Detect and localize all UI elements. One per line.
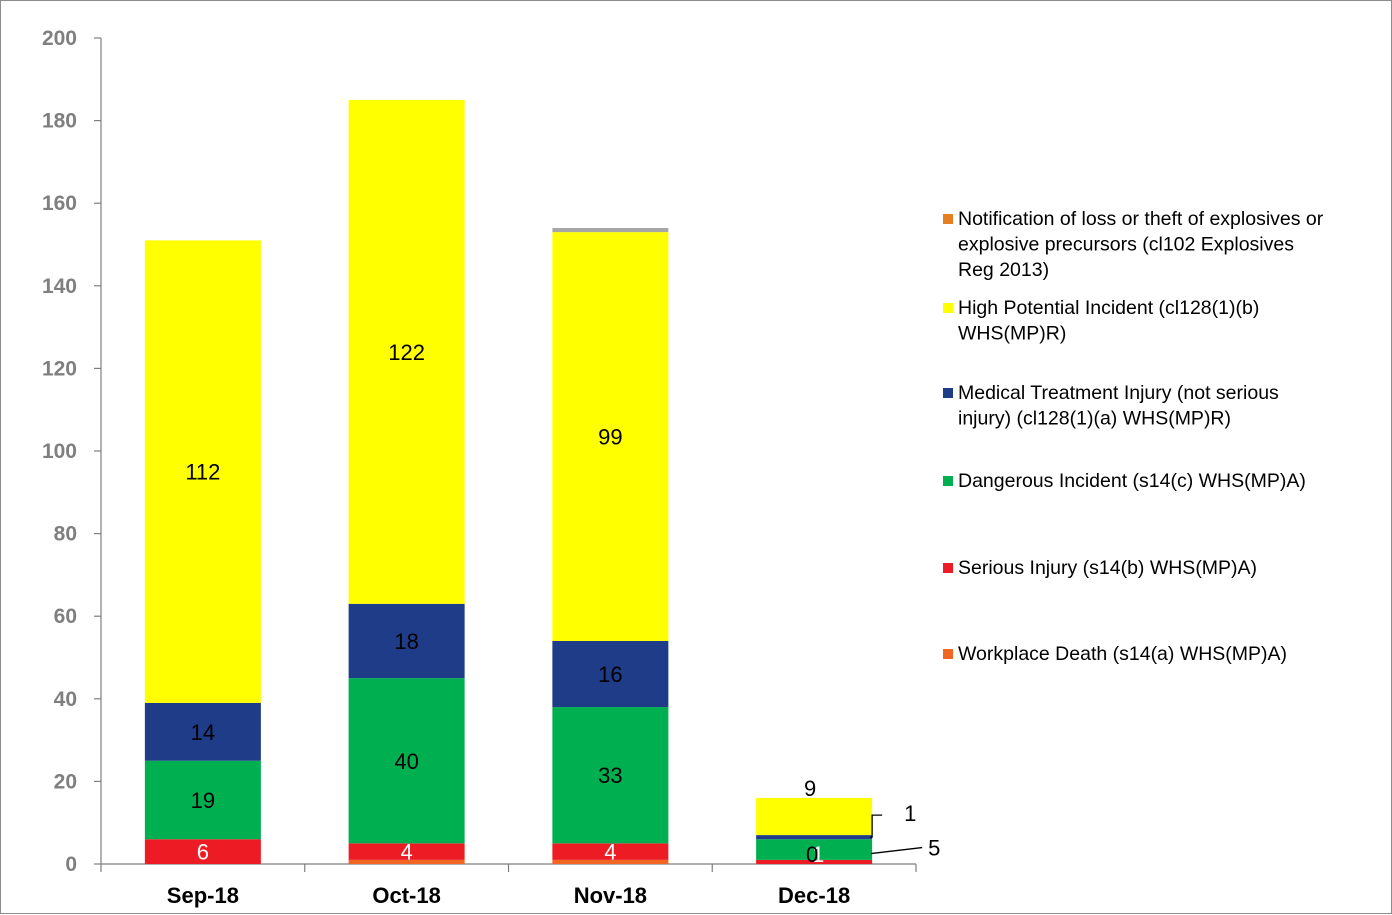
legend-swatch [943,476,953,486]
legend-label: explosive precursors (cl102 Explosives [958,234,1294,256]
y-tick-label: 20 [54,770,77,793]
data-label: 5 [928,836,940,861]
data-label: 6 [197,840,209,865]
data-label: 1 [904,801,916,826]
bar-segment [144,702,261,761]
x-category-label: Oct-18 [372,883,440,908]
y-tick-label: 80 [54,523,77,546]
data-label: 4 [604,840,616,865]
legend-label: WHS(MP)R) [958,323,1066,345]
bar-segment [552,640,669,708]
legend-label: Reg 2013) [958,259,1049,281]
legend-label: Workplace Death (s14(a) WHS(MP)A) [958,643,1287,665]
x-category-label: Dec-18 [778,883,850,908]
y-tick-label: 60 [54,605,77,628]
bar-segment [756,835,873,840]
bar-segment [552,843,669,860]
y-tick-label: 120 [42,357,77,380]
bar-segment [756,797,873,836]
data-label: 122 [388,340,425,365]
legend-swatch [943,388,953,398]
legend-label: Notification of loss or theft of explosi… [958,208,1324,230]
bar-segment [348,859,465,864]
bar-segment [552,227,669,233]
bar-segment [348,843,465,860]
bar-segment [348,603,465,679]
y-tick-label: 200 [42,27,77,50]
data-label: 33 [598,763,622,788]
y-tick-label: 40 [54,688,77,711]
bar-segment [348,99,465,604]
legend-swatch [943,303,953,313]
bar-segment [552,859,669,864]
x-category-label: Nov-18 [574,883,647,908]
bar-segment [756,839,873,860]
y-tick-label: 100 [42,440,77,463]
bar-segment [348,678,465,844]
y-tick-label: 180 [42,110,77,133]
data-label: 99 [598,425,622,450]
bar-segment [144,839,261,864]
bar-segment [756,859,873,864]
data-label: 18 [394,629,418,654]
legend-label: High Potential Incident (cl128(1)(b) [958,297,1259,319]
legend-swatch [943,649,953,659]
data-label: 9 [804,776,816,801]
legend-swatch [943,214,953,224]
x-category-label: Sep-18 [167,883,239,908]
y-tick-label: 140 [42,275,77,298]
bar-segment [552,707,669,844]
data-label: 14 [191,720,215,745]
legend-label: injury) (cl128(1)(a) WHS(MP)R) [958,408,1231,430]
data-label: 4 [401,840,413,865]
data-label: 40 [394,749,418,774]
bar-segment [552,232,669,641]
leader-line [871,846,923,855]
data-label: 19 [191,788,215,813]
legend-label: Medical Treatment Injury (not serious [958,382,1279,404]
data-label: 112 [185,460,220,485]
bar-segment [144,760,261,840]
leader-line [870,814,883,838]
legend-label: Serious Injury (s14(b) WHS(MP)A) [958,557,1257,579]
y-tick-label: 160 [42,192,77,215]
bar-segment [144,240,261,703]
data-label: 1 [812,842,824,867]
data-label: 16 [598,662,622,687]
data-label: 0 [806,842,818,867]
legend-swatch [943,563,953,573]
y-tick-label: 0 [65,853,77,876]
legend-label: Dangerous Incident (s14(c) WHS(MP)A) [958,470,1306,492]
